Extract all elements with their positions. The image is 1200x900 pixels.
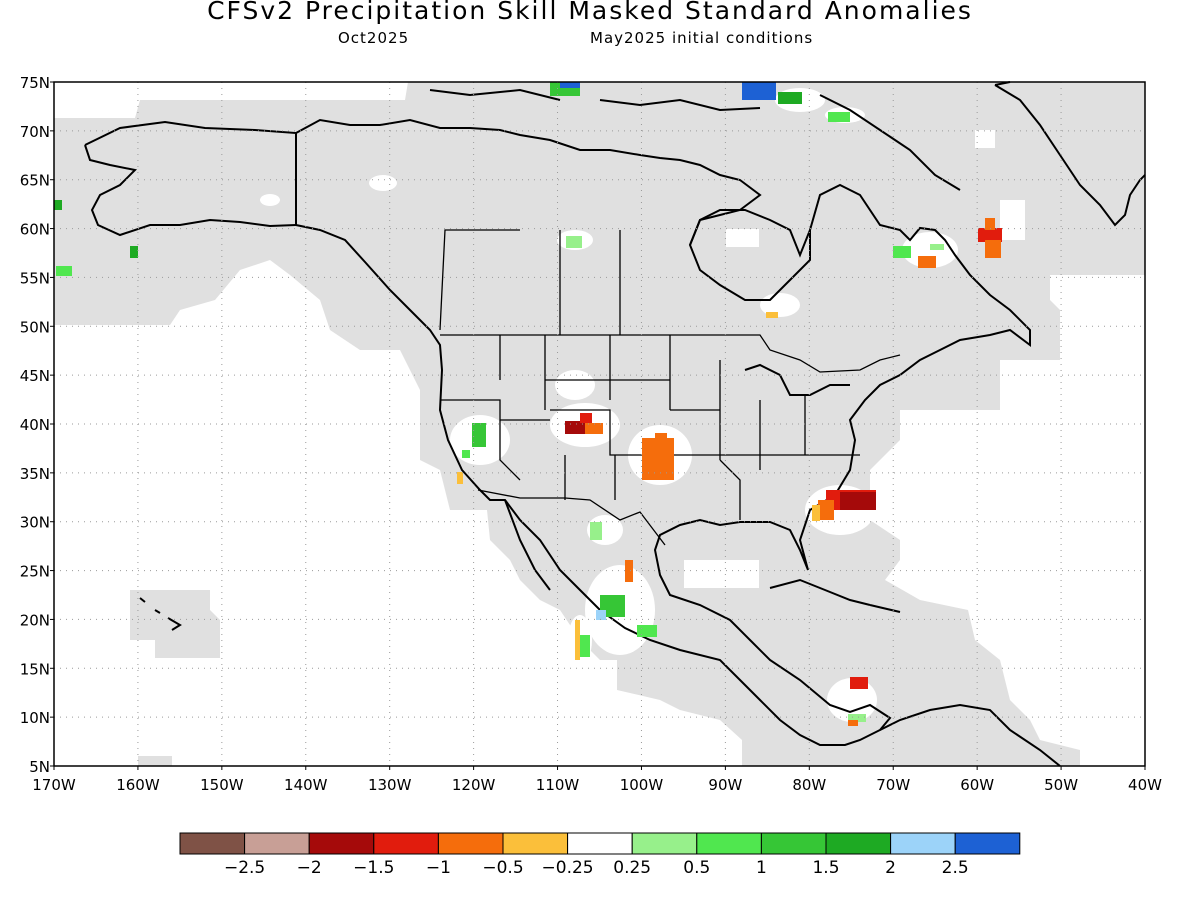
colorbar-label: 2.5 — [942, 858, 969, 878]
lon-tick-label: 80W — [792, 776, 826, 794]
south-america — [879, 703, 1061, 767]
colorbar-swatch — [760, 832, 827, 855]
lon-tick-label: 100W — [620, 776, 664, 794]
colorbar-swatch — [890, 832, 956, 855]
arctic-islands — [429, 88, 961, 191]
colorbar-label: −0.25 — [542, 858, 594, 878]
colorbar-swatch — [502, 832, 569, 855]
lat-tick-label: 35N — [20, 465, 50, 483]
lon-tick-label: 110W — [536, 776, 580, 794]
colorbar-label: 2 — [885, 858, 896, 878]
colorbar-swatch — [244, 832, 310, 855]
lon-tick-label: 170W — [32, 776, 76, 794]
lat-tick-label: 75N — [20, 74, 50, 92]
lat-tick-label: 65N — [20, 172, 50, 190]
colorbar-label: 0.5 — [683, 858, 710, 878]
lat-tick-label: 50N — [20, 318, 50, 336]
target-month-label: Oct2025 — [338, 29, 410, 47]
lon-tick-label: 140W — [284, 776, 328, 794]
canada-provinces — [295, 133, 621, 335]
lon-tick-label: 50W — [1044, 776, 1078, 794]
colorbar-label: −2 — [297, 858, 322, 878]
lon-tick-label: 40W — [1128, 776, 1162, 794]
coastlines — [84, 81, 1146, 767]
state-lines — [440, 335, 860, 520]
hawaii — [139, 597, 182, 631]
lat-tick-label: 40N — [20, 416, 50, 434]
lat-tick-label: 45N — [20, 367, 50, 385]
great-lakes — [744, 363, 850, 396]
colorbar-label: −0.5 — [482, 858, 523, 878]
colorbar-label: −2.5 — [224, 858, 265, 878]
lat-tick-label: 60N — [20, 221, 50, 239]
lat-tick-label: 30N — [20, 514, 50, 532]
colorbar-swatch — [696, 832, 762, 855]
lat-tick-label: 25N — [20, 563, 50, 581]
colorbar-label: −1 — [426, 858, 451, 878]
colorbar-label: 0.25 — [613, 858, 651, 878]
latitude-axis: 75N 70N 65N 60N 55N 50N 45N 40N 35N 30N 25N 20N 15N 1… — [20, 74, 54, 776]
anomaly-patch-caribbean — [850, 677, 868, 689]
colorbar-swatch — [825, 832, 892, 855]
lat-tick-label: 10N — [20, 709, 50, 727]
lon-tick-label: 120W — [452, 776, 496, 794]
lon-tick-label: 60W — [960, 776, 994, 794]
colorbar-swatch — [308, 832, 375, 855]
greenland-coast — [994, 84, 1146, 227]
alaska-west — [84, 144, 297, 237]
lat-tick-label: 15N — [20, 660, 50, 678]
anomaly-patch-arctic — [742, 82, 776, 100]
alaska-coast — [84, 118, 1031, 746]
init-conditions-label: May2025 initial conditions — [590, 29, 814, 47]
lon-tick-label: 150W — [200, 776, 244, 794]
lat-tick-label: 5N — [29, 758, 50, 776]
anomaly-patch-mexico — [600, 595, 625, 617]
colorbar-swatch — [437, 832, 504, 855]
borders — [295, 133, 901, 546]
cuba — [769, 578, 871, 606]
colorbar-label: −1.5 — [353, 858, 394, 878]
colorbar-swatch — [179, 832, 246, 855]
colorbar-swatch — [631, 832, 698, 855]
anomaly-patch-texas — [642, 438, 674, 480]
chart-title: CFSv2 Precipitation Skill Masked Standar… — [207, 0, 973, 25]
anomaly-patch-labrador — [978, 228, 1002, 242]
lon-tick-label: 130W — [368, 776, 412, 794]
hudson-bay — [689, 209, 811, 258]
longitude-axis: 170W 160W 150W 140W 130W 120W 110W 100W 90W 80W 70… — [32, 766, 1162, 794]
map-plot-area — [53, 81, 1146, 767]
mask-small-pacific — [138, 756, 172, 766]
lon-tick-label: 90W — [708, 776, 742, 794]
us-canada-border — [440, 334, 901, 373]
hispaniola — [869, 604, 901, 613]
baja — [504, 499, 551, 591]
colorbar-label: 1 — [756, 858, 767, 878]
colorbar-swatch — [373, 832, 439, 855]
us-mexico-border — [477, 489, 666, 546]
anomaly-patches — [54, 82, 1002, 726]
colorbar-label: 1.5 — [812, 858, 839, 878]
colorbar-swatch — [954, 832, 1021, 855]
lon-tick-label: 160W — [116, 776, 160, 794]
graticule — [54, 82, 1145, 766]
lat-tick-label: 70N — [20, 123, 50, 141]
anomaly-patch-california — [472, 423, 486, 447]
mask-hawaii — [130, 590, 220, 658]
colorbar: −2.5 −2 −1.5 −1 −0.5 −0.25 0.25 0.5 1 1.5 2 2.5 — [179, 832, 1021, 878]
lon-tick-label: 70W — [876, 776, 910, 794]
lat-tick-label: 20N — [20, 611, 50, 629]
colorbar-swatch — [567, 832, 633, 855]
lat-tick-label: 55N — [20, 269, 50, 287]
